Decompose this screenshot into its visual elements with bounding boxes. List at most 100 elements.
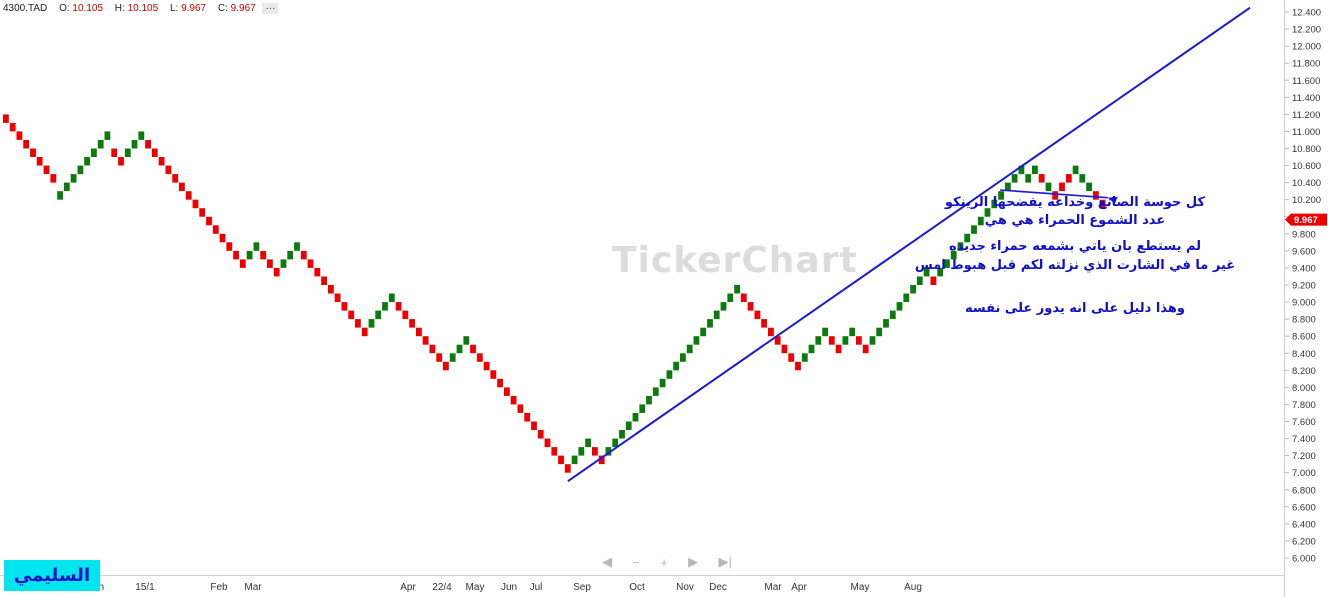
x-tick-label: Jun <box>501 582 517 593</box>
y-tick-label: 7.200 <box>1292 451 1316 462</box>
price-tag-shape <box>1285 213 1327 226</box>
renko-brick <box>713 310 720 320</box>
renko-brick <box>680 353 686 362</box>
renko-brick <box>246 250 253 260</box>
renko-brick <box>118 157 124 166</box>
renko-brick <box>619 430 625 439</box>
zoom-out-icon[interactable]: − <box>632 554 641 570</box>
renko-brick <box>524 413 531 422</box>
plot-area <box>0 0 1285 597</box>
renko-brick <box>910 285 916 294</box>
renko-brick <box>104 131 111 140</box>
renko-brick <box>300 250 307 260</box>
renko-brick <box>673 361 679 371</box>
renko-brick <box>476 353 483 362</box>
price-axis[interactable]: 12.400 12.200 12.000 11.800 11.600 11.400 11.2… <box>1284 8 1321 565</box>
renko-brick <box>355 319 361 328</box>
y-tick-label: 8.200 <box>1292 366 1316 377</box>
renko-brick <box>1099 199 1106 209</box>
annotation-line-1: كل حوسة الصانع وخداعه يفضحها الرينكو <box>944 195 1206 210</box>
renko-brick <box>1059 182 1065 192</box>
scroll-right-icon[interactable]: ▶ <box>688 554 699 569</box>
renko-brick <box>632 413 639 422</box>
y-tick-label: 10.200 <box>1292 195 1321 206</box>
more-button[interactable]: ··· <box>262 3 279 14</box>
renko-brick <box>612 438 619 448</box>
renko-brick <box>70 174 77 183</box>
renko-brick <box>842 336 849 345</box>
y-tick-label: 11.600 <box>1292 76 1320 87</box>
zoom-in-icon[interactable]: + <box>660 554 668 570</box>
scroll-left-icon[interactable]: ◀ <box>602 554 613 569</box>
x-tick-label: May <box>466 582 485 593</box>
renko-brick <box>740 293 747 302</box>
y-tick-label: 6.200 <box>1292 536 1316 547</box>
trendline-layer <box>567 6 1251 483</box>
renko-brick <box>652 387 659 396</box>
renko-brick <box>795 361 801 371</box>
renko-brick <box>517 404 524 413</box>
renko-brick <box>849 327 856 337</box>
renko-brick <box>1072 165 1079 175</box>
x-tick-label: Mar <box>244 582 262 593</box>
plot-background <box>0 0 1284 575</box>
renko-brick <box>1086 182 1092 192</box>
renko-brick <box>1032 165 1038 175</box>
renko-brick <box>267 259 273 268</box>
x-tick-label: Dec <box>709 582 727 593</box>
renko-brick <box>50 174 57 183</box>
renko-brick <box>124 148 131 157</box>
renko-brick <box>463 336 470 345</box>
renko-brick <box>138 131 145 140</box>
y-tick-label: 11.000 <box>1292 127 1320 138</box>
renko-brick <box>1018 165 1025 175</box>
renko-brick <box>63 182 70 192</box>
renko-brick <box>734 285 740 294</box>
renko-brick <box>16 131 23 140</box>
time-axis[interactable]: Jan15/1FebMarApr22/4MayJunJulSepOctNovDe… <box>88 582 922 593</box>
renko-brick <box>531 421 537 430</box>
renko-brick <box>510 395 517 405</box>
renko-brick <box>585 438 591 448</box>
renko-brick <box>422 336 429 345</box>
renko-brick <box>192 199 199 209</box>
renko-brick <box>571 455 578 465</box>
renko-brick <box>564 464 571 473</box>
renko-brick <box>788 353 795 362</box>
renko-brick <box>686 344 693 354</box>
scroll-end-icon[interactable]: ▶| <box>718 554 732 569</box>
renko-brick <box>558 455 564 465</box>
renko-brick <box>862 344 869 354</box>
annotation-arrow <box>999 189 1108 199</box>
renko-brick <box>639 404 646 413</box>
renko-brick <box>375 310 382 320</box>
renko-brick <box>903 293 910 302</box>
y-tick-label: 9.000 <box>1292 298 1316 309</box>
renko-brick <box>111 148 118 157</box>
renko-brick <box>598 455 605 465</box>
renko-brick <box>937 267 944 277</box>
y-tick-label: 7.800 <box>1292 400 1316 411</box>
renko-brick <box>219 233 226 243</box>
renko-brick <box>984 208 991 217</box>
renko-brick <box>950 250 957 260</box>
renko-brick <box>1038 174 1045 183</box>
author-badge: السليمي <box>4 560 100 591</box>
renko-brick <box>666 370 673 379</box>
renko-brick <box>761 319 767 328</box>
renko-brick <box>131 140 138 149</box>
y-tick-label: 10.600 <box>1292 161 1321 172</box>
annotation-line-5: وهذا دليل على انه يدور على نفسه <box>965 301 1185 316</box>
renko-brick <box>720 302 727 311</box>
renko-brick <box>273 267 280 277</box>
y-tick-label: 11.800 <box>1292 59 1320 70</box>
renko-brick <box>307 259 314 268</box>
renko-brick <box>1052 191 1059 200</box>
renko-brick <box>592 447 598 456</box>
renko-brick <box>889 310 896 320</box>
y-tick-label: 7.600 <box>1292 417 1316 428</box>
low-label: L: <box>169 3 179 14</box>
renko-brick <box>971 225 977 234</box>
renko-brick <box>1079 174 1086 183</box>
